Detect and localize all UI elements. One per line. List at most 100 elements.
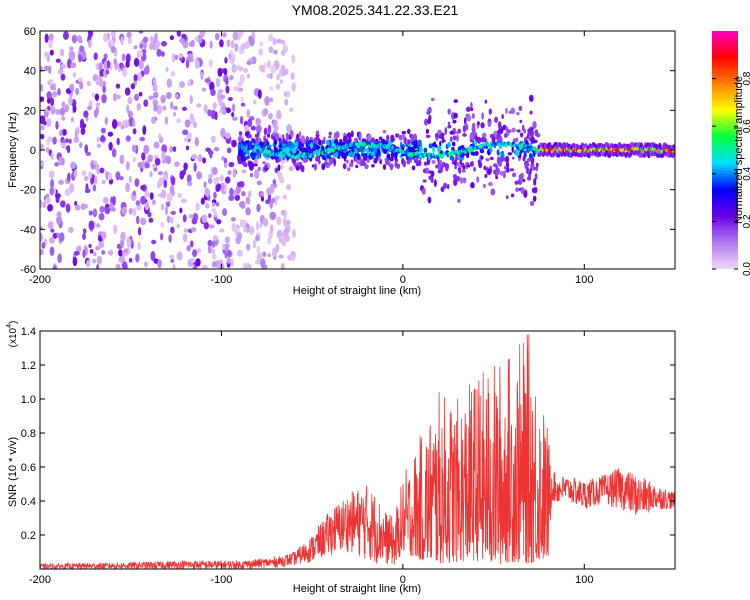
- spectrogram-cell: [459, 177, 464, 184]
- spectrogram-cell: [484, 99, 488, 104]
- spectrogram-y-tick-label: 0: [30, 145, 36, 157]
- spectrogram-cell: [101, 93, 107, 104]
- spectrogram-cell: [137, 241, 141, 251]
- spectrogram-cell: [256, 245, 261, 255]
- spectrogram-cell: [95, 102, 101, 107]
- spectrogram-cell: [80, 203, 86, 211]
- spectrogram-cell: [424, 118, 428, 126]
- spectrogram-cell: [350, 130, 354, 138]
- spectrogram-y-tick-label: 60: [24, 26, 36, 38]
- spectrogram-cell: [487, 121, 492, 128]
- spectrogram-cell: [110, 31, 116, 38]
- spectrogram-cell: [281, 238, 287, 247]
- snr-line: [40, 334, 675, 569]
- spectrogram-cell: [200, 71, 204, 80]
- spectrogram-cell: [120, 36, 124, 46]
- spectrogram-cell: [435, 133, 439, 138]
- spectrogram-cell: [451, 141, 456, 147]
- spectrogram-cell: [100, 242, 104, 248]
- spectrogram-cell: [74, 200, 78, 206]
- spectrogram-cell: [401, 153, 405, 157]
- spectrogram-cell: [49, 49, 54, 56]
- spectrogram-cell: [163, 179, 168, 189]
- spectrogram-cell: [73, 169, 78, 178]
- spectrogram-cell: [46, 138, 50, 146]
- spectrogram-cell: [506, 167, 510, 173]
- spectrogram-cell: [72, 256, 78, 267]
- spectrogram-cell: [195, 258, 201, 267]
- spectrogram-cell: [230, 257, 234, 268]
- spectrogram-cell: [58, 232, 65, 242]
- spectrogram-cell: [219, 174, 224, 182]
- spectrogram-cell: [182, 40, 189, 49]
- spectrogram-cell: [286, 90, 291, 98]
- spectrogram-cell: [55, 120, 59, 130]
- spectrogram-cell: [193, 264, 197, 269]
- spectrogram-cell: [462, 124, 467, 133]
- spectrogram-cell: [443, 182, 448, 189]
- spectrogram-cell: [211, 208, 217, 213]
- spectrogram-cell: [71, 34, 78, 44]
- spectrogram-cell: [157, 171, 164, 176]
- spectrogram-y-tick-label: 20: [24, 105, 36, 117]
- spectrogram-cell: [294, 162, 297, 168]
- spectrogram-cell: [300, 135, 306, 144]
- spectrogram-cell: [125, 135, 131, 142]
- spectrogram-cell: [271, 197, 275, 204]
- spectrogram-cell: [223, 162, 228, 169]
- spectrogram-cell: [316, 157, 319, 161]
- spectrogram-cell: [107, 131, 114, 137]
- spectrogram-cell: [527, 132, 531, 137]
- spectrogram-cell: [257, 89, 262, 99]
- spectrogram-cell: [100, 127, 106, 134]
- spectrogram-cell: [161, 150, 166, 161]
- spectrogram-cell: [92, 251, 97, 257]
- spectrogram-cell: [237, 135, 243, 143]
- spectrogram-cell: [425, 134, 431, 138]
- spectrogram-cell: [52, 265, 57, 269]
- spectrogram-cell: [424, 167, 430, 174]
- spectrogram-cell: [456, 134, 459, 142]
- spectrogram-cell: [187, 79, 192, 87]
- spectrogram-cell: [209, 81, 215, 92]
- spectrogram-cell: [482, 145, 486, 150]
- spectrogram-cell: [646, 142, 650, 147]
- spectrogram-cell: [501, 114, 504, 120]
- spectrogram-cell: [534, 129, 539, 137]
- spectrogram-cell: [81, 170, 87, 176]
- spectrogram-cell: [186, 245, 191, 252]
- spectrogram-cell: [49, 236, 55, 244]
- spectrogram-cell: [109, 61, 113, 71]
- spectrogram-cell: [465, 106, 471, 112]
- spectrogram-cell: [40, 84, 44, 92]
- spectrogram-cell: [165, 91, 172, 100]
- spectrogram-cell: [231, 112, 235, 118]
- spectrogram-cell: [94, 246, 101, 251]
- spectrogram-cell: [176, 118, 181, 124]
- spectrogram-cell: [219, 108, 223, 114]
- spectrogram-cell: [104, 206, 111, 215]
- spectrogram-cell: [121, 206, 127, 215]
- spectrogram-cell: [223, 67, 228, 76]
- spectrogram-cell: [166, 192, 173, 203]
- spectrogram-cell: [95, 80, 102, 86]
- spectrogram-cell: [290, 254, 295, 262]
- spectrogram-cell: [181, 106, 188, 112]
- spectrogram-cell: [182, 169, 186, 176]
- spectrogram-cell: [282, 194, 287, 200]
- spectrogram-cell: [170, 175, 176, 186]
- spectrogram-cell: [240, 102, 246, 107]
- spectrogram-cell: [66, 145, 71, 154]
- spectrogram-cell: [342, 135, 348, 143]
- spectrogram-cell: [161, 51, 165, 57]
- spectrogram-cell: [210, 89, 216, 97]
- spectrogram-cell: [521, 146, 525, 151]
- spectrogram-cell: [94, 175, 98, 186]
- spectrogram-cell: [267, 237, 271, 245]
- spectrogram-cell: [108, 141, 113, 151]
- spectrogram-cell: [116, 137, 120, 146]
- spectrogram-cell: [232, 31, 239, 41]
- spectrogram-cell: [143, 41, 147, 50]
- spectrogram-cell: [164, 205, 168, 216]
- spectrogram-cell: [120, 125, 125, 130]
